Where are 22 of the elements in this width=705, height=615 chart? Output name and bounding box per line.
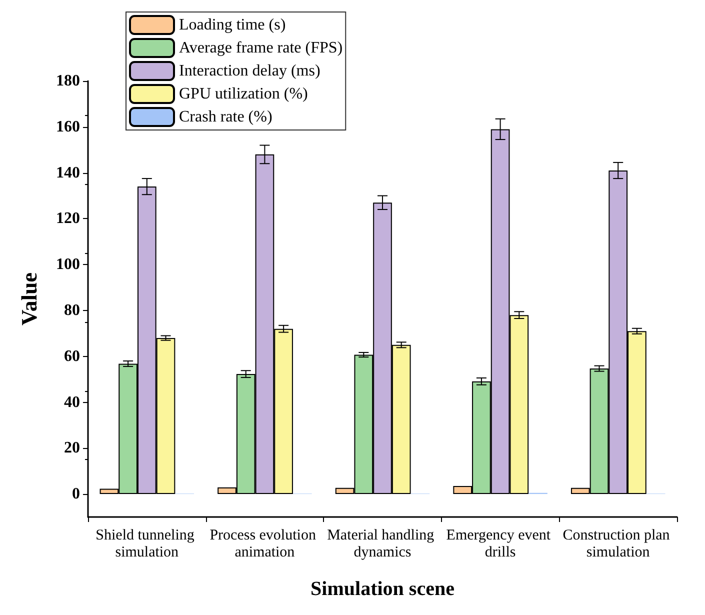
y-tick-label: 180 <box>56 72 80 90</box>
x-tick-label: Material handling dynamics <box>327 528 438 560</box>
y-axis-title: Value <box>16 272 42 326</box>
y-tick-label: 100 <box>56 256 80 274</box>
y-tick-label: 160 <box>56 118 80 136</box>
x-tick-label: Shield tunneling simulation <box>96 528 198 560</box>
legend-label: Interaction delay (ms) <box>179 62 320 80</box>
x-axis-title: Simulation scene <box>310 578 455 600</box>
legend-label: GPU utilization (%) <box>179 86 308 102</box>
y-tick-label: 140 <box>56 164 80 182</box>
y-tick-label: 0 <box>72 486 80 503</box>
x-tick-label: Process evolution animation <box>210 528 320 560</box>
legend-label: Average frame rate (FPS) <box>179 40 343 56</box>
x-tick-label: Construction plan simulation <box>562 528 674 560</box>
y-tick-label: 80 <box>64 302 80 319</box>
y-tick-label: 120 <box>56 210 80 228</box>
y-tick-label: 60 <box>64 348 80 365</box>
legend-label: Crash rate (%) <box>179 108 272 126</box>
x-tick-label: Emergency event drills <box>446 528 554 560</box>
legend-label: Loading time (s) <box>179 16 286 34</box>
y-tick-label: 20 <box>64 440 80 457</box>
y-tick-label: 40 <box>64 394 80 411</box>
